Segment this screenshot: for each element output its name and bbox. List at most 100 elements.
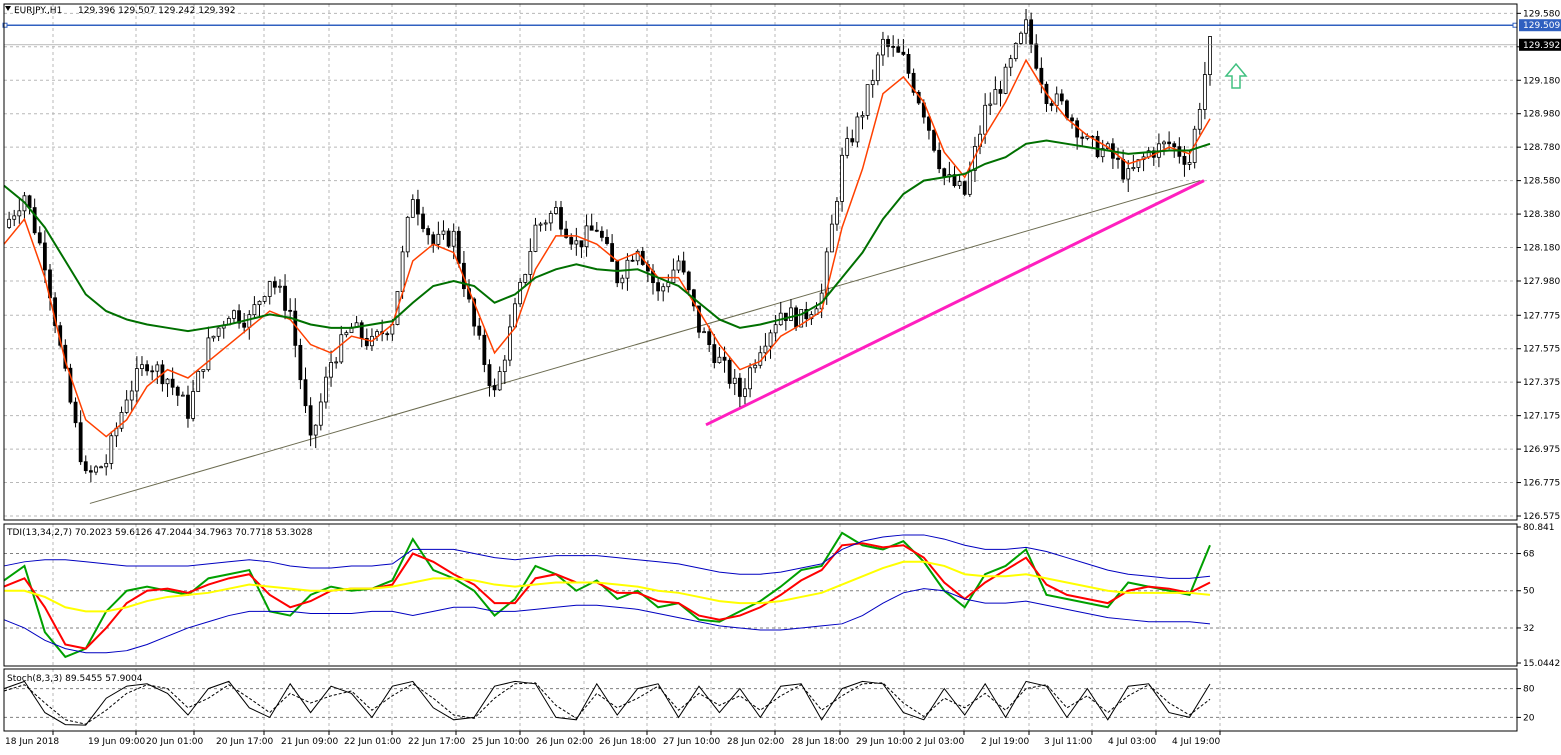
candle-body <box>574 240 579 245</box>
candle-body <box>860 114 865 118</box>
x-tick-label: 4 Jul 19:00 <box>1172 737 1221 747</box>
candle-body <box>451 230 456 247</box>
candle-body <box>94 466 98 473</box>
candle-body <box>983 104 988 135</box>
y-tick-label: 127.375 <box>1523 378 1560 388</box>
candle-body <box>850 138 855 143</box>
candle-body <box>186 394 190 419</box>
current-price-label-bg <box>1519 38 1561 51</box>
candle-body <box>17 210 22 217</box>
x-tick-label: 26 Jun 02:00 <box>536 737 593 747</box>
candle-body <box>456 230 461 264</box>
candle-body <box>967 169 972 195</box>
tdi-panel-frame <box>3 523 1518 667</box>
candle-body <box>957 181 962 187</box>
panel-frames <box>3 3 1518 732</box>
tdi-green-line <box>3 531 1211 659</box>
candle-body <box>630 259 635 262</box>
candle-body <box>620 277 625 284</box>
candle-body <box>283 285 287 311</box>
candle-body <box>768 332 773 347</box>
y-tick-label: 128.980 <box>1523 110 1560 120</box>
stoch-panel-frame <box>3 668 1518 732</box>
candle-body <box>88 470 93 473</box>
candle-body <box>385 333 390 336</box>
candle-body <box>293 310 298 346</box>
x-tick-label: 20 Jun 17:00 <box>216 737 273 747</box>
candle-body <box>329 361 333 378</box>
candle-body <box>272 281 277 288</box>
candle-body <box>594 229 599 232</box>
y-tick-label: 126.575 <box>1523 512 1560 522</box>
resistance-handle-left <box>2 22 8 28</box>
candle-body <box>840 154 844 202</box>
candle-body <box>737 377 742 397</box>
stoch-tick-label: 20 <box>1523 713 1535 723</box>
y-tick-label: 127.775 <box>1523 311 1560 321</box>
candle-body <box>446 230 451 247</box>
candle-body <box>743 388 747 397</box>
candle-body <box>855 116 860 143</box>
dropdown-triangle-icon[interactable] <box>5 6 11 11</box>
candle-body <box>339 334 344 363</box>
y-tick-label: 129.180 <box>1523 76 1560 86</box>
y-tick-label: 128.180 <box>1523 244 1560 254</box>
candle-body <box>661 286 666 292</box>
x-tick-label: 25 Jun 10:00 <box>472 737 529 747</box>
x-tick-label: 27 Jun 10:00 <box>663 737 720 747</box>
candle-body <box>83 461 88 472</box>
candle-body <box>881 38 885 56</box>
candle-body <box>518 281 523 305</box>
x-tick-label: 21 Jun 09:00 <box>281 737 338 747</box>
candle-body <box>829 223 834 253</box>
candle-body <box>436 233 441 245</box>
candle-body <box>569 237 574 245</box>
candle-body <box>140 364 144 369</box>
candle-body <box>753 364 758 369</box>
candle-body <box>1136 159 1141 168</box>
candle-body <box>599 230 604 238</box>
candle-body <box>405 216 410 253</box>
candle-body <box>308 405 313 436</box>
trendline-pink <box>705 179 1205 427</box>
candle-body <box>748 367 752 390</box>
candle-body <box>564 228 569 238</box>
candle-body <box>865 84 870 116</box>
candle-body <box>191 391 195 419</box>
candle-body <box>477 325 482 336</box>
candle-body <box>410 199 415 218</box>
candle-body <box>150 370 155 373</box>
candle-body <box>497 371 502 391</box>
stoch-signal-line <box>3 682 1211 725</box>
candle-body <box>242 322 247 328</box>
x-tick-label: 2 Jul 19:00 <box>981 737 1030 747</box>
y-tick-label: 127.980 <box>1523 277 1560 287</box>
candle-body <box>298 344 303 381</box>
main-series <box>2 8 1518 504</box>
candle-body <box>697 305 701 333</box>
candle-body <box>707 331 712 346</box>
candle-body <box>901 51 906 55</box>
candle-body <box>1080 136 1085 139</box>
candle-body <box>1070 117 1074 122</box>
candle-body <box>318 401 323 426</box>
candle-body <box>962 181 967 195</box>
candle-body <box>1003 66 1008 94</box>
tdi-label: TDI(13,34,2,7) 70.2023 59.6126 47.2044 3… <box>6 528 313 538</box>
tdi-upper-band-line <box>3 534 1211 579</box>
candle-body <box>1131 167 1136 170</box>
candle-body <box>175 386 180 396</box>
candle-body <box>1182 155 1187 165</box>
candle-body <box>1095 136 1100 158</box>
candle-body <box>686 271 691 291</box>
stoch-series <box>3 680 1211 726</box>
candle-body <box>134 368 139 392</box>
header-symbol: EURJPY.,H1 <box>14 6 62 16</box>
candle-body <box>155 364 160 372</box>
candle-body <box>145 364 149 372</box>
candle-body <box>589 225 594 231</box>
candle-body <box>421 213 425 229</box>
candle-body <box>911 72 916 93</box>
candle-body <box>773 324 778 334</box>
